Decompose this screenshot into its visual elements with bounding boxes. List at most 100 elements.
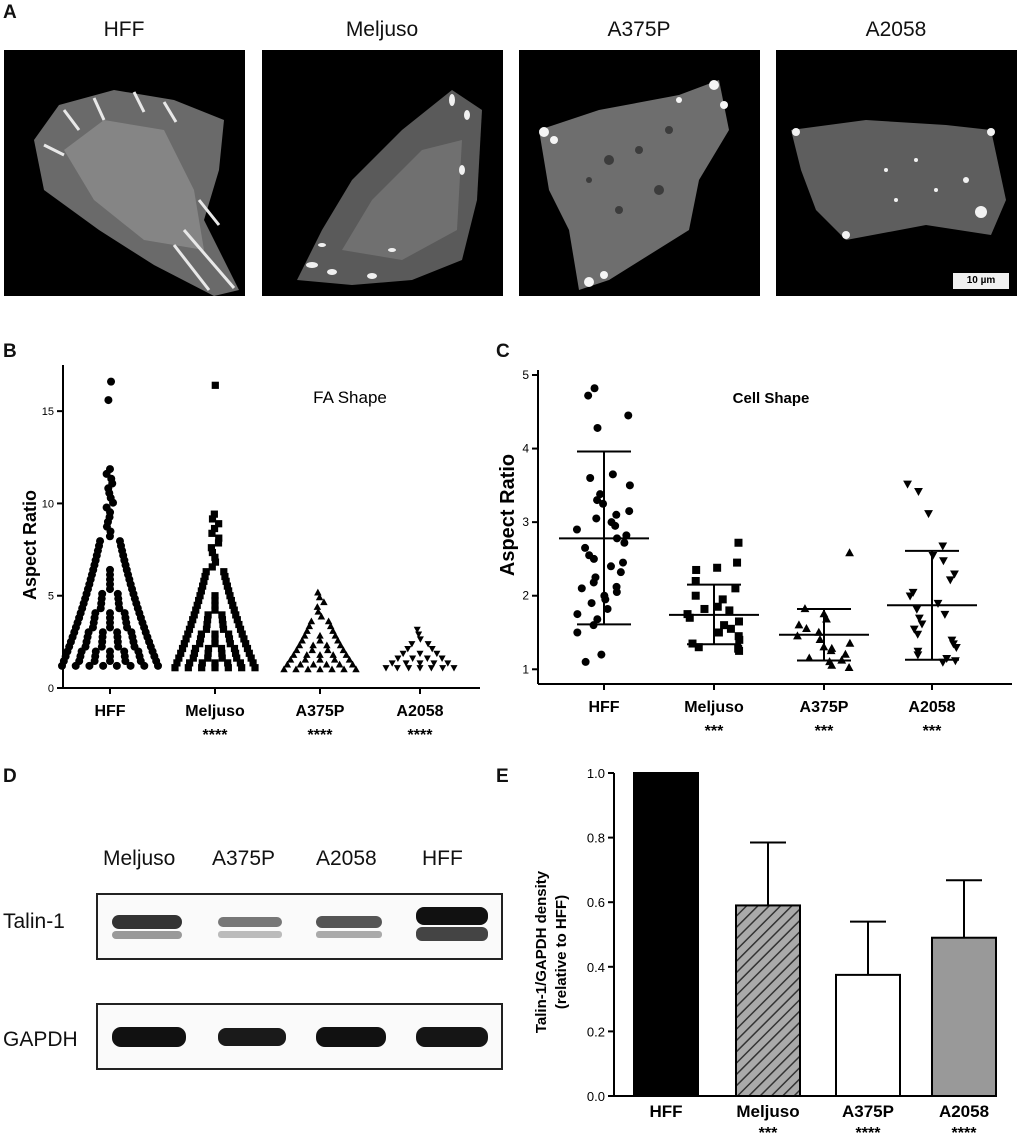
fa-point-meljuso (211, 553, 219, 561)
talin-y-tick-label: 0.6 (587, 895, 605, 910)
cell-point-a2058 (951, 644, 961, 653)
fa-point-meljuso (211, 592, 219, 600)
fa-point-a2058 (444, 660, 452, 667)
fa-point-a375p (334, 636, 342, 644)
fa-point-meljuso (235, 620, 243, 629)
fa-point-meljuso (189, 654, 197, 662)
cell-y-tick-label: 4 (522, 442, 529, 456)
cell-point-hff (572, 525, 581, 534)
fa-point-meljuso (173, 659, 181, 667)
cell-point-hff (592, 514, 601, 523)
fa-point-a2058 (450, 665, 458, 672)
fa-point-meljuso (204, 611, 212, 619)
talin-density-ylabel: Talin-1/GAPDH density (533, 870, 550, 1033)
scale-bar: 10 µm (953, 273, 1009, 289)
cell-point-hff (593, 423, 602, 432)
cell-point-hff (573, 610, 582, 619)
cell-y-tick-label: 1 (522, 662, 529, 676)
fa-point-a375p (314, 607, 322, 615)
talin-x-tick-label: A375P (842, 1102, 894, 1121)
cell-point-meljuso (725, 606, 734, 615)
cell-x-tick-label: HFF (588, 699, 619, 716)
fa-point-meljuso (208, 563, 216, 571)
cell-point-hff (584, 391, 593, 400)
fa-point-meljuso (208, 548, 217, 557)
fa-point-a2058 (430, 660, 438, 667)
fa-point-meljuso (200, 577, 208, 585)
talin-x-tick-label: A2058 (939, 1102, 989, 1121)
cell-point-meljuso (694, 643, 703, 652)
fa-point-meljuso (184, 664, 192, 672)
fa-point-meljuso (175, 654, 183, 662)
blot-row-talin: Talin-1 (3, 910, 65, 933)
fa-point-a375p (323, 641, 331, 649)
cell-y-tick-label: 2 (522, 589, 529, 603)
fa-point-meljuso (215, 520, 223, 528)
fa-point-a375p (315, 593, 324, 601)
cell-point-meljuso (734, 538, 743, 547)
talin-significance: *** (759, 1125, 778, 1142)
cell-point-a2058 (933, 599, 943, 608)
fa-point-a375p (316, 631, 324, 639)
fa-point-meljuso (207, 544, 216, 552)
cell-point-a375p (802, 624, 811, 633)
cell-point-a2058 (912, 605, 922, 614)
fa-point-meljuso (225, 630, 233, 638)
fa-point-hff (113, 589, 122, 598)
fa-point-meljuso (218, 616, 227, 624)
cell-shape-axes: 1 2 3 4 5 HFF Meljuso *** A375P *** A2058 *** (522, 368, 1012, 740)
fa-point-meljuso (224, 659, 232, 667)
fa-point-meljuso (221, 572, 229, 581)
fa-point-meljuso (218, 649, 226, 657)
cell-point-meljuso (726, 624, 735, 633)
cell-shape-points (559, 384, 977, 672)
fa-point-a2058 (409, 655, 417, 662)
cell-y-tick-label: 3 (522, 515, 529, 529)
fa-point-meljuso (238, 630, 246, 638)
cell-point-hff (581, 657, 590, 666)
cell-point-meljuso (714, 628, 723, 637)
talin-y-tick-label: 0.0 (587, 1089, 605, 1104)
fa-point-meljuso (214, 539, 223, 547)
micro-label-hff: HFF (103, 18, 145, 41)
fa-point-a2058 (416, 636, 424, 643)
fa-point-a375p (309, 641, 317, 649)
fa-point-meljuso (204, 644, 213, 653)
fa-point-hff (91, 609, 100, 618)
cell-point-meljuso (685, 613, 694, 622)
chart-talin-density: 0.0 0.2 0.4 0.6 0.8 1.0 HFF Meljuso *** A375P ****… (533, 766, 997, 1142)
fa-point-meljuso (245, 649, 253, 657)
fa-point-a2058 (416, 660, 424, 667)
fa-point-meljuso (220, 568, 228, 576)
fa-point-meljuso (187, 620, 195, 629)
fa-point-meljuso (226, 592, 234, 600)
cell-point-a2058 (909, 625, 919, 634)
fa-point-meljuso (218, 654, 226, 662)
cell-point-hff (620, 538, 629, 547)
fa-point-a375p (314, 588, 322, 596)
fa-shape-title: FA Shape (313, 388, 387, 407)
fa-point-meljuso (236, 625, 245, 633)
fa-point-a2058 (424, 641, 432, 648)
fa-point-a2058 (394, 655, 402, 662)
fa-point-meljuso (180, 640, 188, 648)
talin-significance: **** (856, 1125, 882, 1142)
fa-point-a375p (298, 636, 306, 644)
cell-point-hff (593, 615, 602, 624)
fa-point-hff (98, 589, 107, 598)
panel-letter-e: E (496, 766, 509, 787)
cell-point-a2058 (905, 592, 915, 601)
cell-point-hff (589, 578, 598, 587)
fa-point-hff (105, 465, 114, 474)
cell-point-hff (581, 543, 590, 552)
fa-y-tick-label: 0 (48, 683, 54, 695)
cell-point-hff (612, 510, 621, 519)
fa-point-meljuso (211, 659, 219, 667)
fa-point-a375p (313, 603, 322, 610)
fa-point-meljuso (182, 635, 190, 643)
fa-point-meljuso (196, 640, 204, 648)
fa-point-hff (126, 661, 135, 670)
cell-point-hff (616, 568, 625, 577)
fa-point-a375p (286, 655, 295, 663)
cell-point-meljuso (731, 584, 740, 593)
